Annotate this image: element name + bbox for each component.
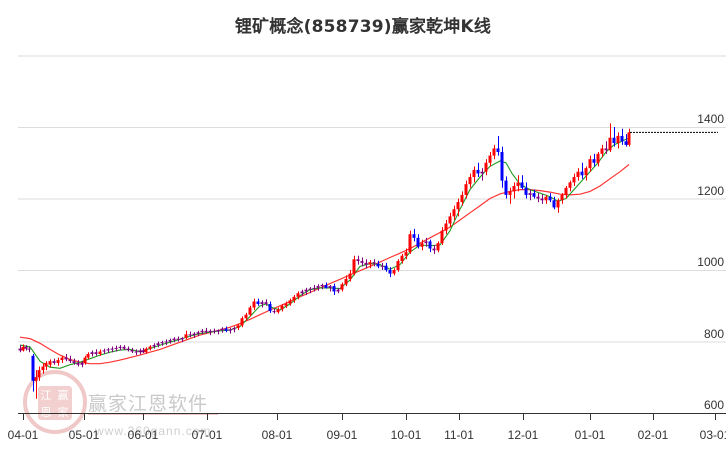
x-tick-label: 02-01 — [637, 428, 669, 442]
ma-short-line — [19, 137, 630, 369]
x-tick-label: 11-01 — [444, 428, 474, 442]
x-tick-label: 01-01 — [574, 428, 606, 442]
x-tick-label: 08-01 — [261, 428, 293, 442]
grid-lines — [18, 55, 726, 343]
x-tick-label: 06-01 — [127, 428, 159, 442]
y-tick-label: 1000 — [697, 255, 724, 269]
x-tick-label: 12-01 — [507, 428, 539, 442]
x-tick-label: 04-01 — [7, 428, 39, 442]
svg-text:江: 江 — [41, 389, 52, 402]
svg-text:家: 家 — [58, 405, 69, 419]
x-axis-line — [18, 413, 726, 420]
x-tick-label: 05-01 — [68, 428, 100, 442]
y-tick-label: 1200 — [697, 183, 724, 198]
y-tick-label: 800 — [703, 326, 724, 341]
x-tick-label: 07-01 — [191, 428, 223, 442]
svg-text:恩: 恩 — [41, 406, 52, 419]
x-tick-label: 03-01 — [699, 428, 726, 442]
svg-text:赢: 赢 — [58, 388, 69, 402]
y-tick-label: 1400 — [697, 112, 724, 126]
chart-title: 锂矿概念(858739)赢家乾坤K线 — [234, 17, 492, 37]
watermark-text: 赢家江恩软件 — [88, 393, 209, 415]
candlestick-series — [18, 123, 631, 399]
watermark-url: www.360gann.com — [95, 424, 212, 438]
y-tick-label: 600 — [703, 398, 724, 412]
x-tick-label: 10-01 — [390, 428, 422, 442]
x-tick-label: 09-01 — [326, 428, 358, 442]
ma-long-line — [19, 164, 630, 365]
